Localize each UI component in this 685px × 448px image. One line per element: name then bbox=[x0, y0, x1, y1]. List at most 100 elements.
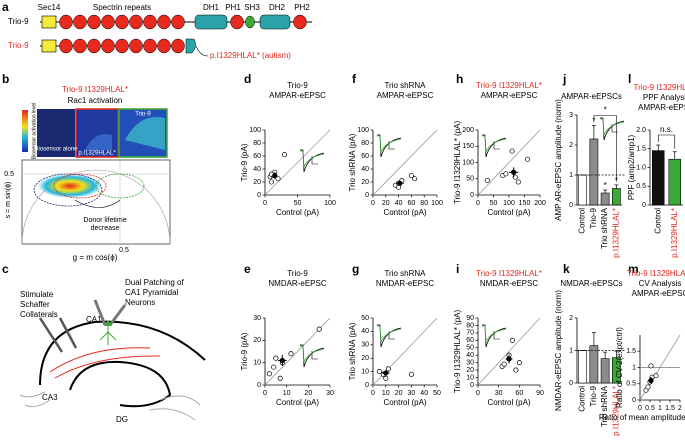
category-label: p.I1329HLAL* bbox=[670, 208, 679, 258]
y-tick-label: 80 bbox=[253, 140, 261, 147]
dendrite bbox=[99, 326, 117, 345]
trace bbox=[300, 150, 325, 168]
y-tick-label: 0.5 bbox=[4, 171, 14, 178]
bar bbox=[600, 358, 610, 384]
chart-title: Trio-9 I1329HLAL* bbox=[476, 269, 542, 278]
category-label: Trio-9 bbox=[589, 207, 598, 228]
scale-bar bbox=[493, 331, 500, 340]
trace bbox=[377, 135, 402, 153]
x-axis-label: Control (pA) bbox=[276, 398, 319, 407]
patch-label: Dual Patching of bbox=[125, 278, 184, 287]
chart: i Trio-9 I1329HLAL*NMDAR-eEPSC01020304050… bbox=[453, 262, 544, 407]
trace bbox=[482, 135, 507, 153]
identity-line bbox=[372, 129, 438, 196]
domain bbox=[245, 15, 255, 29]
y-tick-label: 0.5 bbox=[626, 381, 636, 388]
panel-label: a bbox=[2, 0, 9, 14]
region-label: CA1 bbox=[86, 315, 102, 324]
y-tick-label: 150 bbox=[462, 143, 474, 150]
x-tick-label: 0 bbox=[371, 200, 375, 207]
stim-label: Stimulate bbox=[20, 290, 54, 299]
y-tick-label: 2 bbox=[569, 315, 573, 322]
chart-title: CV Analysis bbox=[639, 279, 682, 288]
domain bbox=[293, 14, 307, 30]
annotation: Donor lifetime bbox=[83, 217, 126, 224]
trace bbox=[600, 117, 625, 141]
x-tick-label: 0 bbox=[371, 390, 375, 397]
y-tick-label: 1 bbox=[569, 347, 573, 354]
x-tick-label: 0.5 bbox=[645, 405, 655, 412]
data-point bbox=[501, 361, 507, 367]
data-point bbox=[408, 371, 414, 377]
domain-label: SH3 bbox=[244, 3, 260, 12]
y-axis-label: Trio-9 (pA) bbox=[240, 332, 249, 370]
x-tick-label: 0 bbox=[476, 200, 480, 207]
x-tick-label: 0 bbox=[263, 390, 267, 397]
dentate-gyrus bbox=[69, 360, 172, 408]
micrograph bbox=[37, 109, 75, 157]
stim-label: Schaffer bbox=[20, 300, 50, 309]
data-point bbox=[273, 355, 279, 361]
y-tick-label: 100 bbox=[357, 127, 369, 134]
y-tick-label: 20 bbox=[253, 179, 261, 186]
y-tick-label: 30 bbox=[253, 315, 261, 322]
panel-label: g bbox=[352, 262, 359, 276]
data-point bbox=[275, 176, 281, 182]
y-tick-label: 0 bbox=[365, 192, 369, 199]
neuron bbox=[104, 320, 112, 326]
chart-title: NMDAR-eEPSC bbox=[480, 279, 538, 288]
y-tick-label: 20 bbox=[466, 367, 474, 374]
y-tick-label: 50 bbox=[466, 176, 474, 183]
patch-label: Neurons bbox=[125, 298, 155, 307]
x-axis-label: Control (pA) bbox=[487, 398, 530, 407]
x-tick-label: 0 bbox=[476, 390, 480, 397]
y-axis-label: AMP AR-eEPSC amplitude (norm) bbox=[554, 99, 563, 221]
y-tick-label: 60 bbox=[361, 153, 369, 160]
x-tick-label: 20 bbox=[304, 390, 312, 397]
y-axis-label: Trio shRNA (pA) bbox=[348, 133, 357, 191]
chart-title: AMPAR-eEPSCs bbox=[561, 92, 622, 101]
domain bbox=[194, 14, 228, 30]
trace bbox=[300, 345, 325, 363]
scale-bar bbox=[611, 124, 618, 133]
row-name: Trio-9 bbox=[8, 41, 29, 50]
y-axis-label: Trio-9 I1329HLAL* (pA) bbox=[453, 121, 462, 205]
x-tick-label: 10 bbox=[283, 390, 291, 397]
chart-title: Trio shRNA bbox=[384, 269, 426, 278]
y-tick-label: 30 bbox=[361, 342, 369, 349]
panel-label: h bbox=[456, 72, 463, 86]
y-tick-label: 20 bbox=[361, 355, 369, 362]
mean-point bbox=[272, 172, 278, 179]
stim-label: Collaterals bbox=[20, 310, 58, 319]
chart-title: Trio-9 bbox=[287, 269, 308, 278]
panel-subtitle: Rac1 activation bbox=[68, 96, 123, 105]
region-label: CA3 bbox=[42, 393, 58, 402]
trace bbox=[482, 325, 507, 343]
patch-pipette bbox=[108, 304, 127, 326]
panel-b: b Trio-9 I1329HLAL* Rac1 activation Bios… bbox=[2, 72, 171, 262]
y-axis-label: Trio shRNA (pA) bbox=[348, 322, 357, 380]
significance-bracket bbox=[657, 134, 676, 149]
bar bbox=[578, 174, 587, 206]
panel-label: l bbox=[628, 72, 631, 86]
chart: j AMPAR-eEPSCs 0 1 2 3 AMP AR-eEPSC amplitude … bbox=[554, 72, 626, 258]
phasor-frame bbox=[21, 159, 171, 245]
region-label: DG bbox=[116, 415, 128, 424]
schaffer bbox=[49, 347, 151, 373]
x-tick-label: 1 bbox=[658, 405, 662, 412]
data-point bbox=[288, 351, 294, 357]
bar bbox=[612, 188, 621, 206]
scale-bar bbox=[388, 331, 395, 340]
chart-title: Trio-9 I1329HLAL* bbox=[627, 269, 685, 278]
chart-title: AMPAR-eEPSC bbox=[481, 91, 538, 100]
dendrite bbox=[149, 395, 201, 421]
x-tick-label: 100 bbox=[324, 200, 336, 207]
category-label: p.I1329HLAL* bbox=[611, 208, 620, 258]
identity-line bbox=[264, 129, 331, 196]
phasor-cloud bbox=[38, 174, 102, 198]
y-tick-label: 10 bbox=[253, 360, 261, 367]
data-point bbox=[503, 171, 509, 177]
y-tick-label: 0 bbox=[257, 192, 261, 199]
